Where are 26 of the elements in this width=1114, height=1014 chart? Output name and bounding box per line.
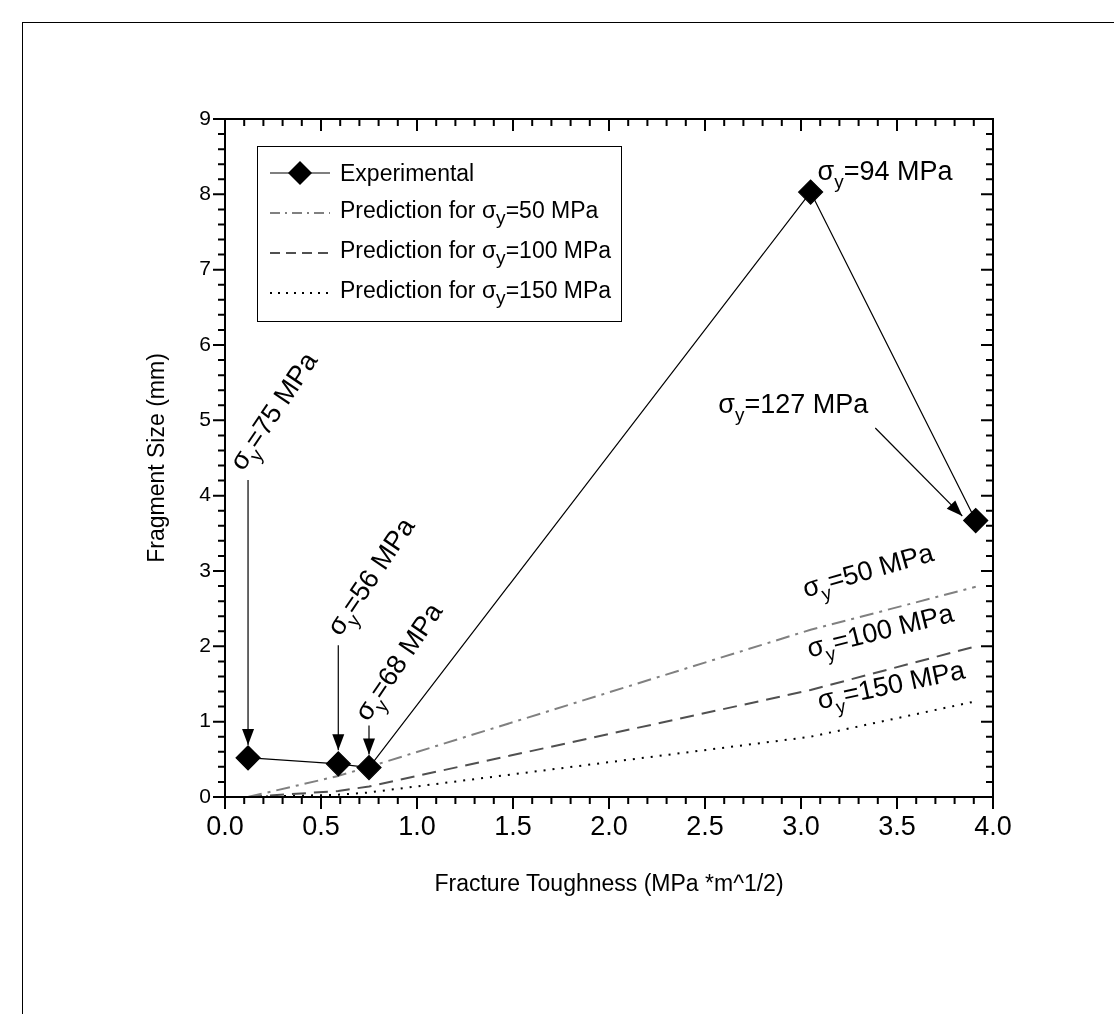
y-tick-label: 5: [199, 407, 211, 431]
y-tick-label: 8: [199, 181, 211, 205]
y-tick-label: 2: [199, 633, 211, 657]
y-axis-title: Fragment Size (mm): [143, 353, 170, 563]
x-tick-label: 1.5: [494, 810, 532, 841]
x-tick-label: 2.5: [686, 810, 724, 841]
y-tick-label: 6: [199, 331, 211, 355]
annotation: σy=50 MPa: [798, 536, 938, 605]
x-tick-label: 0.5: [302, 810, 340, 841]
x-axis-title: Fracture Toughness (MPa *m^1/2): [434, 869, 784, 896]
legend-label: Prediction for σ$_{y}$=150 MPa: [340, 277, 612, 309]
y-tick-label: 1: [199, 708, 211, 732]
y-tick-label: 7: [199, 256, 211, 280]
legend-label: Experimental: [340, 159, 475, 187]
legend-label: Prediction for σ$_{y}$=50 MPa: [340, 197, 599, 229]
y-tick-label: 9: [199, 105, 211, 129]
y-tick-label: 0: [199, 783, 211, 807]
x-tick-label: 1.0: [398, 810, 436, 841]
y-tick-label: 4: [199, 482, 212, 506]
x-tick-label: 0.0: [206, 810, 244, 841]
x-tick-label: 2.0: [590, 810, 628, 841]
x-tick-label: 3.0: [782, 810, 820, 841]
legend-label: Prediction for σ$_{y}$=100 MPa: [340, 237, 612, 269]
y-tick-label: 3: [199, 557, 211, 581]
x-tick-label: 3.5: [878, 810, 916, 841]
x-tick-label: 4.0: [974, 810, 1012, 841]
